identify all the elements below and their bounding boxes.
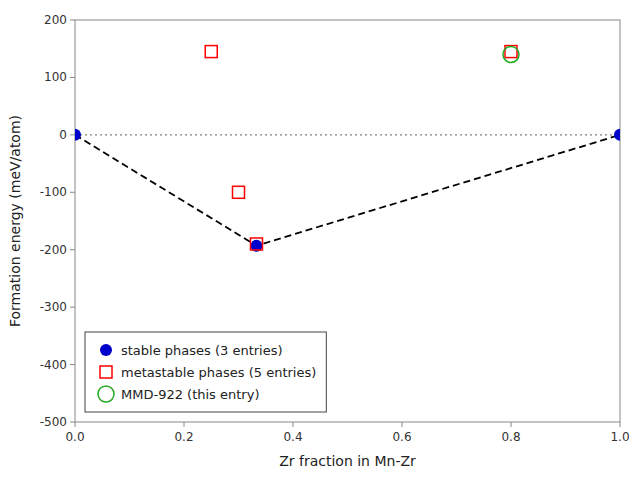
y-tick-label: -300 <box>40 300 67 314</box>
x-tick <box>620 422 621 427</box>
point <box>503 46 519 62</box>
x-tick-label: 0.4 <box>283 430 302 444</box>
y-tick <box>70 134 75 135</box>
x-axis-label: Zr fraction in Mn-Zr <box>279 453 416 469</box>
x-tick-label: 0.2 <box>174 430 193 444</box>
point <box>250 238 262 250</box>
legend-label: metastable phases (5 entries) <box>121 365 316 380</box>
legend-label: MMD-922 (this entry) <box>121 387 259 402</box>
y-tick-label: -100 <box>40 185 67 199</box>
x-tick <box>293 422 294 427</box>
point <box>205 46 217 58</box>
y-tick-label: 0 <box>59 128 67 142</box>
y-tick <box>70 192 75 193</box>
chart: 0.0 0.2 0.4 0.6 0.8 1.0 -500 -400 -300 -200 -100 0 1… <box>0 0 640 480</box>
plot-frame <box>75 20 620 422</box>
hull-line <box>75 135 620 246</box>
y-tick <box>70 77 75 78</box>
point <box>233 186 245 198</box>
y-tick-label: -500 <box>40 415 67 429</box>
x-tick-label: 1.0 <box>610 430 629 444</box>
legend-symbol <box>98 386 114 402</box>
legend-label: stable phases (3 entries) <box>121 343 283 358</box>
legend-box <box>85 332 326 412</box>
x-tick <box>184 422 185 427</box>
point-series <box>75 129 620 252</box>
reference-line <box>75 134 620 135</box>
y-tick-label: -200 <box>40 243 67 257</box>
y-tick <box>70 20 75 21</box>
y-tick <box>70 422 75 423</box>
y-tick <box>70 307 75 308</box>
x-tick <box>402 422 403 427</box>
x-tick <box>75 422 76 427</box>
y-tick-label: 100 <box>44 70 67 84</box>
plot-area <box>75 46 620 252</box>
x-tick <box>511 422 512 427</box>
y-axis-label: Formation energy (meV/atom) <box>7 115 23 327</box>
x-tick-label: 0.8 <box>501 430 520 444</box>
point <box>614 129 620 141</box>
point-series <box>205 46 517 250</box>
x-tick-label: 0.6 <box>392 430 411 444</box>
y-tick <box>70 249 75 250</box>
y-tick <box>70 364 75 365</box>
point <box>75 129 81 141</box>
y-tick-label: 200 <box>44 13 67 27</box>
y-tick-label: -400 <box>40 358 67 372</box>
legend: stable phases (3 entries) metastable phas… <box>85 332 326 412</box>
axes: 0.0 0.2 0.4 0.6 0.8 1.0 -500 -400 -300 -200 -100 0 1… <box>40 13 630 444</box>
point-series <box>503 46 519 62</box>
x-tick-label: 0.0 <box>65 430 84 444</box>
legend-symbol <box>100 366 112 378</box>
legend-symbol <box>100 344 112 356</box>
